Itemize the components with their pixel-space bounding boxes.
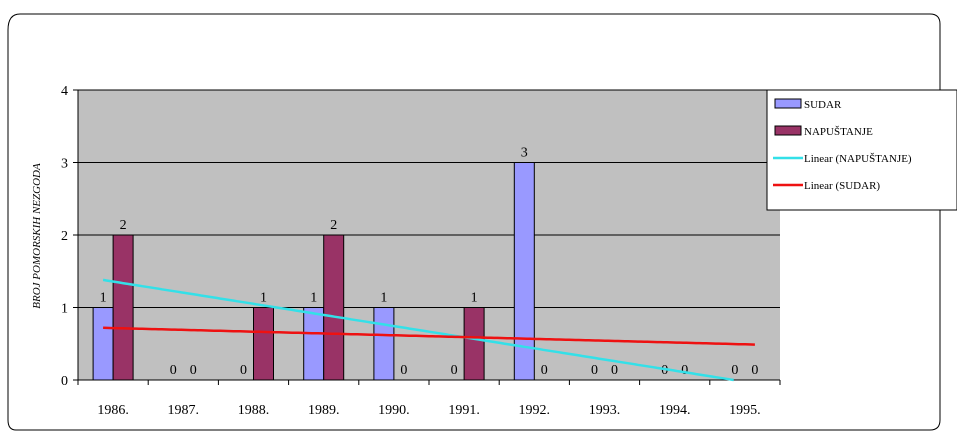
data-label: 1 [380,291,387,306]
data-label: 0 [661,363,668,378]
bar-sudar-1986 [92,307,114,381]
data-label: 1 [100,291,107,306]
y-tick-label: 2 [61,229,68,244]
data-label: 0 [541,363,548,378]
legend-label: Linear (NAPUŠTANJE) [804,153,912,165]
trendline-sudar [103,326,755,346]
data-label: 1 [310,291,317,306]
data-label: 0 [190,363,197,378]
legend-label: SUDAR [804,99,842,111]
legend-swatch [774,125,802,136]
data-label: 3 [521,146,528,161]
x-tick-label: 1988. [238,403,270,418]
x-tick-label: 1990. [378,403,410,418]
bar-sudar-1989 [303,307,325,381]
x-tick-label: 1994. [659,403,691,418]
data-label: 0 [681,363,688,378]
y-tick-label: 1 [61,302,68,317]
bar-sudar-1992 [513,162,535,381]
x-tick-label: 1986. [97,403,129,418]
bar-naputanje-1986 [112,234,134,381]
plot-area: 0 1 2 3 4 1986. 1987. 1988. 1989. 1990. 1991. 1992.… [61,84,781,418]
data-label: 0 [751,363,758,378]
x-tick-label: 1993. [589,403,621,418]
y-axis-label: BROJ POMORSKIH NEZGODA [31,163,43,309]
y-tick-label: 3 [61,157,68,172]
legend-box [766,89,957,211]
data-label: 0 [591,363,598,378]
x-tick-label: 1989. [308,403,340,418]
trendline-naputanje [102,278,734,382]
data-label: 2 [120,218,127,233]
data-label: 0 [400,363,407,378]
data-label: 1 [471,291,478,306]
legend: SUDAR NAPUŠTANJE Linear (NAPUŠTANJE) Linear… [766,89,957,211]
legend-label: NAPUŠTANJE [804,126,873,138]
x-tick-label: 1987. [168,403,200,418]
x-tick-label: 1995. [729,403,761,418]
data-label: 2 [330,218,337,233]
x-tick-label: 1991. [448,403,480,418]
data-label: 0 [240,363,247,378]
data-label: 0 [731,363,738,378]
data-label: 0 [611,363,618,378]
y-tick-label: 4 [61,84,68,99]
data-label: 0 [451,363,458,378]
data-label: 1 [260,291,267,306]
data-label: 0 [170,363,177,378]
x-tick-label: 1992. [519,403,551,418]
y-tick-label: 0 [61,374,68,389]
bar-naputanje-1988 [253,307,274,381]
legend-label: Linear (SUDAR) [804,180,880,192]
legend-swatch [774,98,802,109]
bar-naputanje-1991 [463,307,485,381]
bar-sudar-1990 [373,307,395,381]
bar-naputanje-1989 [323,234,345,381]
